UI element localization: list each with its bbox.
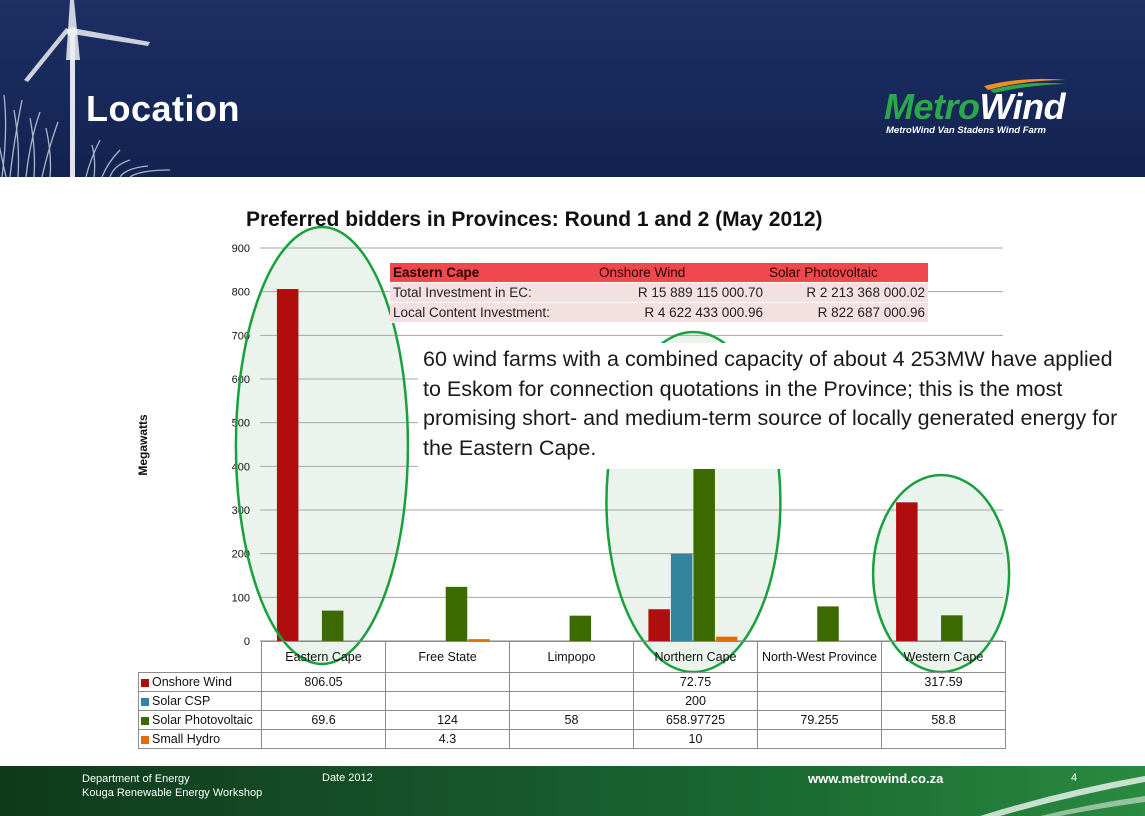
category-row: Eastern Cape Free State Limpopo Northern… bbox=[139, 641, 1006, 673]
investment-header-cell: Eastern Cape bbox=[390, 263, 596, 283]
value-cell bbox=[757, 729, 882, 749]
logo-wind-text: Wind bbox=[979, 86, 1066, 127]
category-cell: Eastern Cape bbox=[261, 641, 386, 673]
wind-turbine-graphic bbox=[0, 0, 171, 177]
value-cell: 79.255 bbox=[757, 710, 882, 730]
slide-footer: Department of Energy Kouga Renewable Ene… bbox=[0, 766, 1145, 816]
value-cell: 200 bbox=[633, 691, 758, 711]
value-cell bbox=[385, 672, 510, 692]
value-cell: 4.3 bbox=[385, 729, 510, 749]
y-tick-label: 200 bbox=[232, 549, 250, 561]
chart-title: Preferred bidders in Provinces: Round 1 … bbox=[246, 208, 823, 231]
bar-solar-csp bbox=[670, 553, 693, 641]
logo-subtitle: MetroWind Van Stadens Wind Farm bbox=[886, 125, 1046, 136]
value-cell bbox=[509, 672, 634, 692]
logo-swoosh-icon bbox=[984, 78, 1066, 93]
investment-cell: R 2 213 368 000.02 bbox=[766, 282, 928, 303]
value-cell bbox=[509, 691, 634, 711]
bar-solar-photovoltaic bbox=[445, 586, 468, 641]
investment-table: Eastern Cape Onshore Wind Solar Photovol… bbox=[390, 263, 928, 323]
slide-header: Location MetroWind MetroWind Van Stadens… bbox=[0, 0, 1145, 177]
small-hydro-swatch bbox=[141, 735, 149, 744]
solar-pv-swatch bbox=[141, 716, 149, 725]
page-number: 4 bbox=[1071, 772, 1078, 784]
y-axis-label: Megawatts bbox=[136, 414, 150, 476]
investment-cell: Total Investment in EC: bbox=[390, 282, 596, 303]
footer-swoosh-icon bbox=[980, 776, 1145, 816]
category-cell: Limpopo bbox=[509, 641, 634, 673]
bar-onshore-wind bbox=[648, 609, 670, 641]
value-cell bbox=[385, 691, 510, 711]
table-row: Onshore Wind 806.05 72.75 317.59 bbox=[138, 672, 1006, 692]
investment-table-row: Total Investment in EC: R 15 889 115 000… bbox=[390, 282, 928, 303]
value-cell bbox=[757, 672, 882, 692]
investment-header-cell: Solar Photovoltaic bbox=[766, 263, 928, 283]
investment-cell: R 15 889 115 000.70 bbox=[596, 282, 766, 303]
bar-onshore-wind bbox=[276, 289, 299, 641]
series-label: Solar CSP bbox=[138, 691, 262, 711]
investment-cell: Local Content Investment: bbox=[390, 302, 596, 323]
bar-solar-photovoltaic bbox=[817, 606, 839, 641]
y-tick-label: 100 bbox=[232, 592, 250, 604]
value-cell: 58 bbox=[509, 710, 634, 730]
category-cell: Free State bbox=[385, 641, 510, 673]
bar-small-hydro bbox=[468, 639, 490, 641]
value-cell: 658.97725 bbox=[633, 710, 758, 730]
value-cell bbox=[261, 691, 386, 711]
investment-cell: R 822 687 000.96 bbox=[766, 302, 928, 323]
y-tick-label: 500 bbox=[232, 418, 250, 430]
solar-csp-swatch bbox=[141, 697, 149, 706]
value-cell bbox=[757, 691, 882, 711]
slide-title: Location bbox=[86, 88, 240, 129]
series-label: Solar Photovoltaic bbox=[138, 710, 262, 730]
value-cell: 69.6 bbox=[261, 710, 386, 730]
investment-table-row: Local Content Investment: R 4 622 433 00… bbox=[390, 302, 928, 323]
value-cell bbox=[261, 729, 386, 749]
series-label: Onshore Wind bbox=[138, 672, 262, 692]
y-tick-label: 700 bbox=[232, 330, 250, 342]
category-cell: Western Cape bbox=[881, 641, 1006, 673]
y-tick-label: 0 bbox=[244, 636, 250, 648]
grass-decoration bbox=[0, 94, 171, 177]
bar-solar-photovoltaic bbox=[569, 615, 592, 641]
logo-metro-text: Metro bbox=[884, 86, 980, 127]
footer-url-link[interactable]: www.metrowind.co.za bbox=[808, 771, 944, 786]
metrowind-logo: MetroWind MetroWind Van Stadens Wind Far… bbox=[884, 74, 1074, 144]
value-cell bbox=[881, 729, 1006, 749]
value-cell: 58.8 bbox=[881, 710, 1006, 730]
y-tick-label: 900 bbox=[232, 243, 250, 255]
value-cell bbox=[881, 691, 1006, 711]
footer-department: Department of Energy Kouga Renewable Ene… bbox=[82, 773, 263, 799]
y-tick-label: 800 bbox=[232, 287, 250, 299]
bar-onshore-wind bbox=[896, 502, 918, 641]
investment-table-header: Eastern Cape Onshore Wind Solar Photovol… bbox=[390, 263, 928, 283]
y-tick-label: 400 bbox=[232, 461, 250, 473]
table-row: Solar CSP 200 bbox=[138, 691, 1006, 711]
value-cell: 317.59 bbox=[881, 672, 1006, 692]
category-cell: North-West Province bbox=[757, 641, 882, 673]
bar-small-hydro bbox=[715, 636, 738, 641]
footer-date: Date 2012 bbox=[322, 772, 373, 784]
series-label: Small Hydro bbox=[138, 729, 262, 749]
bar-solar-photovoltaic bbox=[321, 610, 344, 641]
table-row: Small Hydro 4.3 10 bbox=[138, 729, 1006, 749]
onshore-wind-swatch bbox=[141, 678, 149, 687]
value-cell: 806.05 bbox=[261, 672, 386, 692]
callout-text: 60 wind farms with a combined capacity o… bbox=[418, 343, 1134, 469]
table-row: Solar Photovoltaic 69.6 124 58 658.97725… bbox=[138, 710, 1006, 730]
value-cell: 72.75 bbox=[633, 672, 758, 692]
investment-header-cell: Onshore Wind bbox=[596, 263, 766, 283]
chart-data-table: Eastern Cape Free State Limpopo Northern… bbox=[138, 641, 1006, 749]
value-cell: 124 bbox=[385, 710, 510, 730]
value-cell: 10 bbox=[633, 729, 758, 749]
investment-cell: R 4 622 433 000.96 bbox=[596, 302, 766, 323]
category-cell: Northern Cape bbox=[633, 641, 758, 673]
value-cell bbox=[509, 729, 634, 749]
bar-solar-photovoltaic bbox=[941, 615, 963, 641]
